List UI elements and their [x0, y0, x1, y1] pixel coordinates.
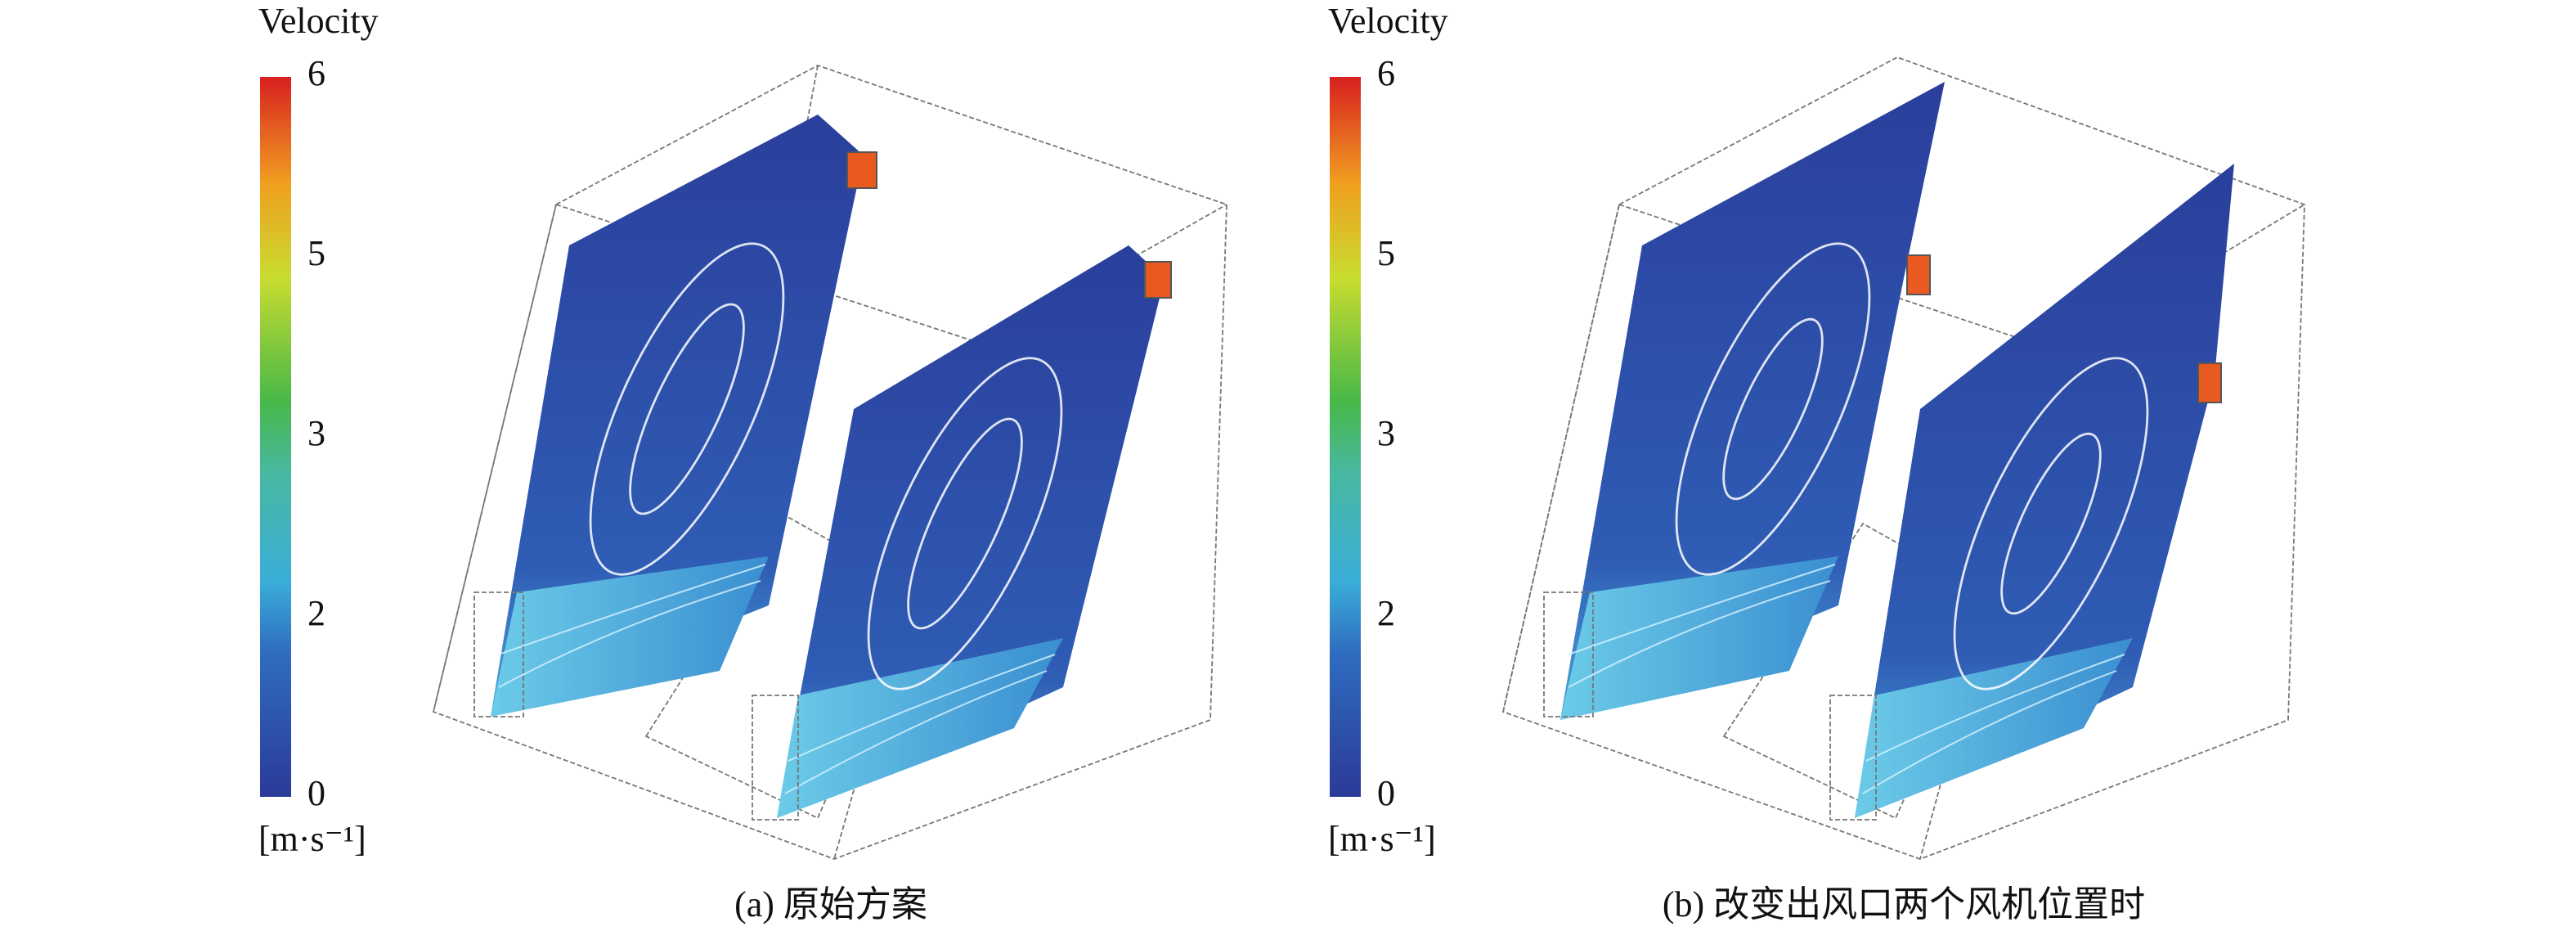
colorbar-unit: [m·s⁻¹]: [258, 819, 366, 859]
colorbar-tick: 0: [307, 773, 325, 813]
colorbar-tick: 2: [307, 593, 325, 633]
colorbar: [1330, 77, 1361, 797]
colorbar-title: Velocity: [258, 1, 379, 41]
caption: (b) 改变出风口两个风机位置时: [1663, 884, 2145, 924]
colorbar-tick: 3: [1377, 413, 1395, 453]
colorbar: [260, 77, 291, 797]
panel: Velocity 6 5 3 2 0 [m·s⁻¹] (b) 改变出风口两个风机…: [1328, 1, 2305, 924]
colorbar-tick: 6: [1377, 53, 1395, 93]
streamline-plot: [432, 65, 1227, 860]
streamline-plot: [1501, 56, 2305, 860]
colorbar-tick: 0: [1377, 773, 1395, 813]
colorbar-tick: 3: [307, 413, 325, 453]
colorbar-title: Velocity: [1328, 1, 1448, 41]
colorbar-unit: [m·s⁻¹]: [1328, 819, 1436, 859]
caption: (a) 原始方案: [734, 884, 927, 924]
colorbar-tick: 5: [307, 233, 325, 273]
colorbar-tick: 5: [1377, 233, 1395, 273]
colorbar-tick: 6: [307, 53, 325, 93]
panel: Velocity 6 5 3 2 0 [m·s⁻¹] (a) 原始方案: [258, 1, 1227, 924]
colorbar-tick: 2: [1377, 593, 1395, 633]
